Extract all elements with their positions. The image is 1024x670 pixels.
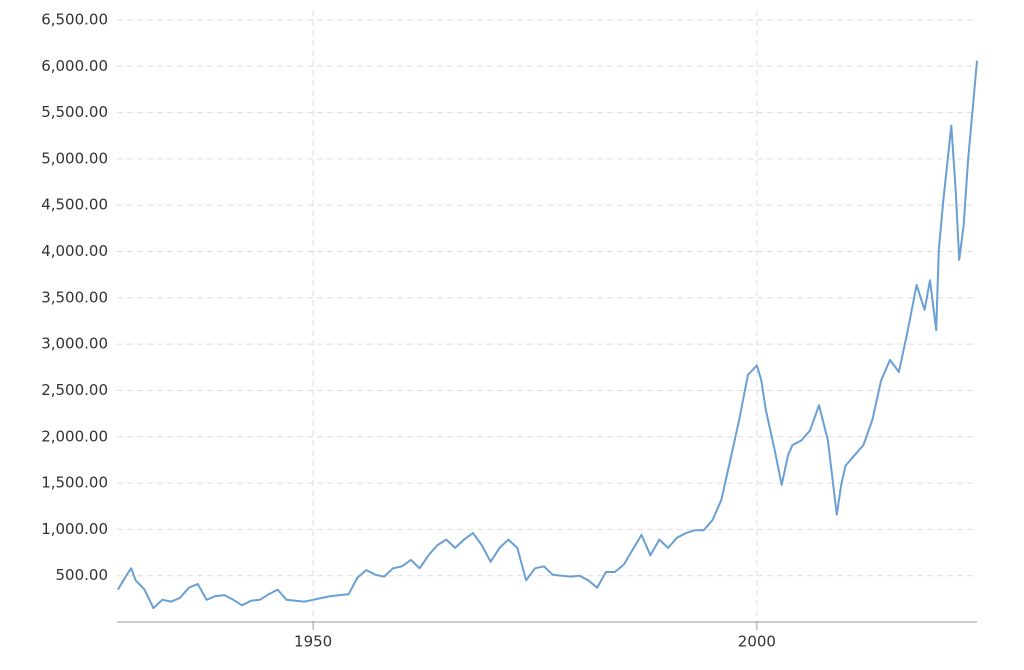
y-tick-label: 1,000.00 (41, 520, 108, 538)
x-tick-label: 2000 (738, 633, 776, 651)
y-tick-label: 3,000.00 (41, 335, 108, 353)
y-tick-label: 4,000.00 (41, 242, 108, 260)
y-tick-label: 4,500.00 (41, 196, 108, 214)
y-tick-label: 3,500.00 (41, 288, 108, 306)
y-tick-label: 6,500.00 (41, 11, 108, 29)
y-tick-label: 500.00 (56, 566, 109, 584)
y-tick-label: 6,000.00 (41, 57, 108, 75)
y-tick-label: 1,500.00 (41, 474, 108, 492)
y-tick-label: 5,000.00 (41, 149, 108, 167)
data-line (117, 60, 978, 610)
y-tick-label: 2,000.00 (41, 427, 108, 445)
y-tick-label: 2,500.00 (41, 381, 108, 399)
x-tick-label: 1950 (294, 633, 332, 651)
y-tick-label: 5,500.00 (41, 103, 108, 121)
